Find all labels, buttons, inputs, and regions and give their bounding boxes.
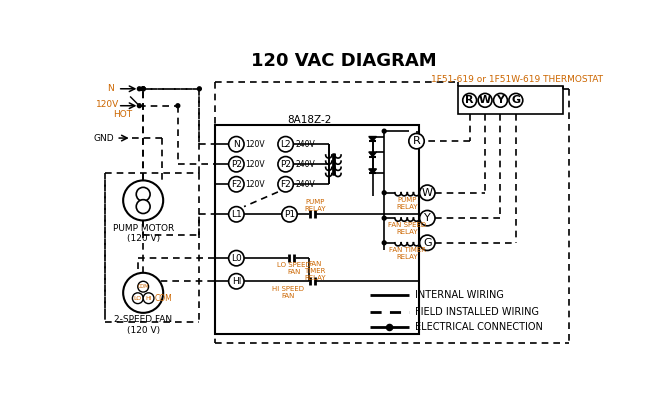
Text: Y: Y [496, 96, 505, 105]
Text: P1: P1 [284, 210, 295, 219]
Circle shape [228, 137, 244, 152]
Text: L2: L2 [280, 140, 291, 149]
Text: W: W [422, 188, 433, 198]
Text: P2: P2 [231, 160, 242, 169]
Text: 120V: 120V [245, 160, 265, 169]
Circle shape [176, 104, 180, 108]
Circle shape [478, 93, 492, 107]
Text: G: G [423, 238, 431, 248]
Text: 2-SPEED FAN
(120 V): 2-SPEED FAN (120 V) [114, 316, 172, 335]
Text: FAN
TIMER
RELAY: FAN TIMER RELAY [304, 261, 326, 281]
Circle shape [409, 133, 424, 149]
Text: 120 VAC DIAGRAM: 120 VAC DIAGRAM [251, 52, 436, 70]
Circle shape [282, 207, 297, 222]
Circle shape [509, 93, 523, 107]
Text: COM: COM [137, 284, 149, 289]
Circle shape [136, 187, 150, 201]
Circle shape [138, 281, 149, 292]
Circle shape [463, 93, 476, 107]
Circle shape [123, 181, 163, 220]
Circle shape [137, 104, 141, 108]
Circle shape [383, 129, 386, 133]
Circle shape [278, 157, 293, 172]
Text: COM: COM [155, 294, 172, 303]
Polygon shape [369, 137, 377, 141]
Text: HI: HI [232, 277, 241, 286]
Text: HI: HI [145, 296, 152, 301]
Circle shape [419, 210, 435, 226]
Polygon shape [369, 152, 377, 157]
Text: PUMP
RELAY: PUMP RELAY [304, 199, 326, 212]
Text: PUMP MOTOR
(120 V): PUMP MOTOR (120 V) [113, 224, 174, 243]
Text: FAN SPEED
RELAY: FAN SPEED RELAY [388, 222, 426, 235]
Circle shape [383, 241, 386, 245]
Text: N: N [233, 140, 240, 149]
Circle shape [228, 176, 244, 192]
Text: F2: F2 [231, 180, 242, 189]
Bar [215, 125, 419, 334]
Text: HOT: HOT [113, 110, 132, 119]
Circle shape [137, 87, 141, 91]
Text: 240V: 240V [295, 180, 316, 189]
Text: F2: F2 [280, 180, 291, 189]
Text: 120V: 120V [245, 180, 265, 189]
Circle shape [133, 293, 143, 304]
Text: 1F51-619 or 1F51W-619 THERMOSTAT: 1F51-619 or 1F51W-619 THERMOSTAT [431, 75, 602, 84]
Text: P2: P2 [280, 160, 291, 169]
Text: FIELD INSTALLED WIRING: FIELD INSTALLED WIRING [415, 307, 539, 317]
Circle shape [198, 87, 201, 91]
Text: ELECTRICAL CONNECTION: ELECTRICAL CONNECTION [415, 323, 543, 333]
Circle shape [383, 191, 386, 195]
Text: R: R [466, 96, 474, 105]
Text: LO: LO [133, 296, 142, 301]
Text: GND: GND [93, 134, 114, 142]
Text: Y: Y [424, 213, 431, 223]
Circle shape [228, 251, 244, 266]
Text: L1: L1 [231, 210, 242, 219]
Text: 240V: 240V [295, 160, 316, 169]
Text: PUMP
RELAY: PUMP RELAY [397, 197, 418, 210]
Text: INTERNAL WIRING: INTERNAL WIRING [415, 290, 504, 300]
Text: FAN TIMER
RELAY: FAN TIMER RELAY [389, 247, 426, 260]
Circle shape [419, 235, 435, 251]
Text: W: W [479, 96, 491, 105]
Circle shape [141, 87, 145, 91]
Text: HI SPEED
FAN: HI SPEED FAN [272, 286, 304, 299]
Circle shape [228, 207, 244, 222]
Text: 120V: 120V [245, 140, 265, 149]
Text: 120V: 120V [96, 100, 119, 109]
Text: N: N [107, 83, 114, 93]
Circle shape [143, 293, 154, 304]
Circle shape [494, 93, 507, 107]
Circle shape [141, 87, 145, 91]
Text: R: R [413, 136, 420, 146]
Polygon shape [369, 169, 377, 173]
Circle shape [228, 157, 244, 172]
Circle shape [383, 216, 386, 220]
Bar [458, 86, 563, 114]
Text: 8A18Z-2: 8A18Z-2 [287, 114, 331, 124]
Circle shape [136, 200, 150, 214]
Text: G: G [511, 96, 521, 105]
Circle shape [141, 87, 145, 91]
Circle shape [387, 324, 393, 331]
Circle shape [228, 274, 244, 289]
Circle shape [278, 137, 293, 152]
Text: L0: L0 [231, 253, 242, 263]
Circle shape [123, 273, 163, 313]
Text: LO SPEED
FAN: LO SPEED FAN [277, 262, 311, 275]
Circle shape [278, 176, 293, 192]
Circle shape [419, 185, 435, 200]
Text: 240V: 240V [295, 140, 316, 149]
